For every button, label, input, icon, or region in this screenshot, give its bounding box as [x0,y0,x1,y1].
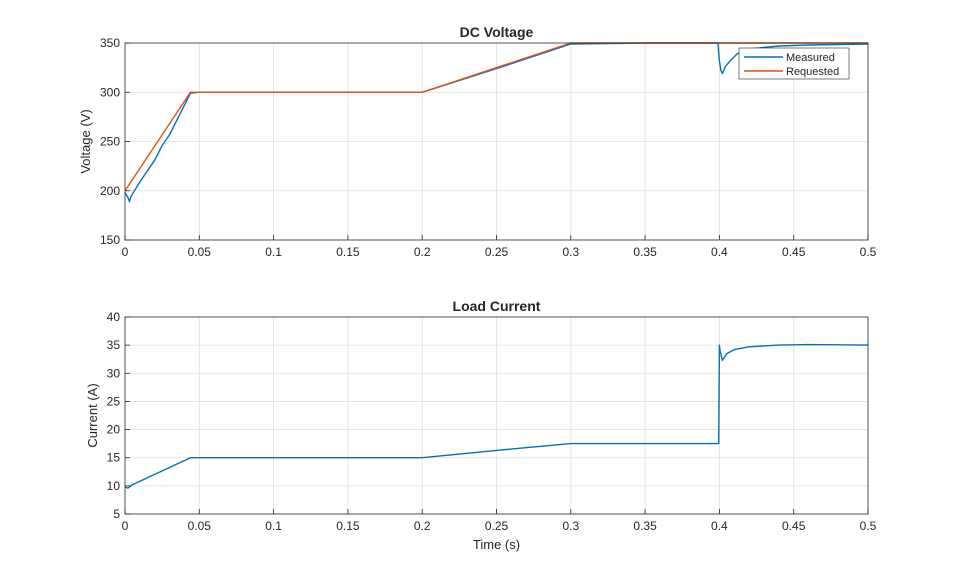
voltage-xtick-label: 0.2 [414,245,431,259]
voltage-xtick-label: 0.35 [633,245,657,259]
voltage-legend: Measured Requested [738,47,850,80]
voltage-ytick-label: 350 [100,36,120,50]
current-ytick-label: 15 [107,451,121,465]
current-xtick-label: 0.1 [265,519,282,533]
current-xtick-label: 0.45 [782,519,806,533]
voltage-axes: 0 0.05 0.1 0.15 0.2 0.25 0.3 0.35 0.4 0.45 0.5 150 2… [78,24,877,259]
current-ytick-label: 10 [107,479,121,493]
current-title: Load Current [453,298,541,314]
voltage-xtick-label: 0.15 [336,245,360,259]
voltage-xtick-label: 0.3 [562,245,579,259]
current-xtick-label: 0.2 [414,519,431,533]
current-xtick-label: 0.3 [562,519,579,533]
current-xtick-label: 0.25 [485,519,509,533]
voltage-title: DC Voltage [460,24,534,40]
current-xtick-label: 0 [122,519,129,533]
current-xlabel: Time (s) [473,537,520,552]
current-xtick-label: 0.05 [188,519,212,533]
voltage-ylabel: Voltage (V) [78,109,93,173]
current-series-0-line [124,343,869,489]
legend-measured-label: Measured [786,52,835,64]
current-ylabel: Current (A) [85,383,100,447]
current-ticks: 0 0.05 0.1 0.15 0.2 0.25 0.3 0.35 0.4 0.45 0.5 5 10 1… [107,310,877,533]
current-grid [125,317,868,514]
legend-box [738,47,850,80]
voltage-xtick-label: 0.5 [860,245,877,259]
current-ytick-label: 5 [113,507,120,521]
voltage-xtick-label: 0 [122,245,129,259]
current-ytick-label: 35 [107,338,121,352]
current-ytick-label: 40 [107,310,121,324]
voltage-xtick-label: 0.4 [711,245,728,259]
current-xtick-label: 0.15 [336,519,360,533]
voltage-xtick-label: 0.45 [782,245,806,259]
current-axes: 0 0.05 0.1 0.15 0.2 0.25 0.3 0.35 0.4 0.45 0.5 5 10 1… [85,298,877,552]
voltage-xtick-label: 0.05 [188,245,212,259]
current-xtick-label: 0.4 [711,519,728,533]
voltage-xtick-label: 0.25 [485,245,509,259]
voltage-ytick-label: 200 [100,184,120,198]
voltage-ytick-label: 150 [100,233,120,247]
current-xtick-label: 0.5 [860,519,877,533]
voltage-ticks: 0 0.05 0.1 0.15 0.2 0.25 0.3 0.35 0.4 0.45 0.5 150 2… [100,36,877,259]
voltage-xtick-label: 0.1 [265,245,282,259]
voltage-grid [125,43,868,240]
legend-requested-label: Requested [786,66,839,78]
current-ytick-label: 30 [107,366,121,380]
current-ytick-label: 25 [107,394,121,408]
current-lines [124,343,869,489]
voltage-ytick-label: 300 [100,85,120,99]
voltage-ytick-label: 250 [100,135,120,149]
current-xtick-label: 0.35 [633,519,657,533]
current-ytick-label: 20 [107,423,121,437]
